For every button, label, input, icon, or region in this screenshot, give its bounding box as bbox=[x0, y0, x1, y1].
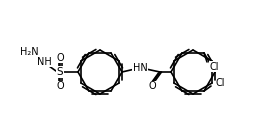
Text: O: O bbox=[56, 53, 64, 63]
Text: S: S bbox=[57, 67, 63, 77]
Text: Cl: Cl bbox=[209, 62, 218, 72]
Text: O: O bbox=[56, 81, 64, 91]
Text: HN: HN bbox=[133, 63, 147, 73]
Text: Cl: Cl bbox=[216, 78, 226, 88]
Text: NH: NH bbox=[37, 57, 51, 67]
Text: H₂N: H₂N bbox=[20, 47, 38, 57]
Text: O: O bbox=[148, 81, 156, 91]
